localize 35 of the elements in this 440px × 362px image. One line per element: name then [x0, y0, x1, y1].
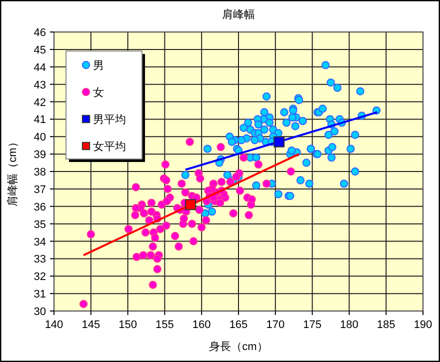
y-tick-label: 31 — [34, 288, 46, 301]
y-tick-label: 38 — [34, 166, 46, 178]
x-tick-label: 155 — [156, 319, 174, 331]
y-tick-label: 35 — [34, 218, 46, 231]
x-tick-label: 165 — [229, 319, 248, 331]
y-tick-label: 32 — [34, 271, 46, 284]
legend-label: 女平均 — [93, 141, 126, 153]
y-tick-label: 45 — [34, 44, 46, 56]
x-axis-title: 身長（cm） — [209, 341, 268, 353]
x-tick-label: 140 — [44, 319, 64, 331]
x-tick-label: 190 — [414, 319, 432, 331]
legend-label: 女 — [93, 87, 104, 99]
y-tick-label: 40 — [34, 132, 46, 144]
y-tick-label: 30 — [34, 306, 46, 318]
y-tick-label: 37 — [34, 184, 46, 196]
x-tick-label: 175 — [303, 319, 322, 331]
y-tick-label: 33 — [34, 254, 46, 266]
y-tick-label: 43 — [34, 79, 46, 92]
y-axis-title: 肩峰幅（cm） — [6, 136, 19, 206]
x-tick-label: 160 — [192, 319, 211, 331]
legend-label: 男平均 — [93, 114, 126, 126]
chart-title: 肩峰幅 — [222, 8, 255, 21]
y-tick-label: 46 — [34, 27, 46, 39]
y-tick-label: 34 — [34, 236, 46, 248]
y-tick-label: 42 — [34, 96, 46, 109]
legend-label: 男 — [93, 60, 104, 72]
x-tick-label: 185 — [376, 319, 396, 331]
x-tick-label: 145 — [82, 319, 100, 331]
y-tick-label: 39 — [34, 149, 46, 162]
x-tick-label: 180 — [340, 319, 358, 331]
y-tick-label: 41 — [34, 114, 46, 126]
x-tick-label: 150 — [118, 319, 137, 331]
x-tick-label: 170 — [266, 319, 285, 331]
y-tick-label: 36 — [34, 201, 46, 214]
y-tick-label: 44 — [34, 62, 46, 74]
